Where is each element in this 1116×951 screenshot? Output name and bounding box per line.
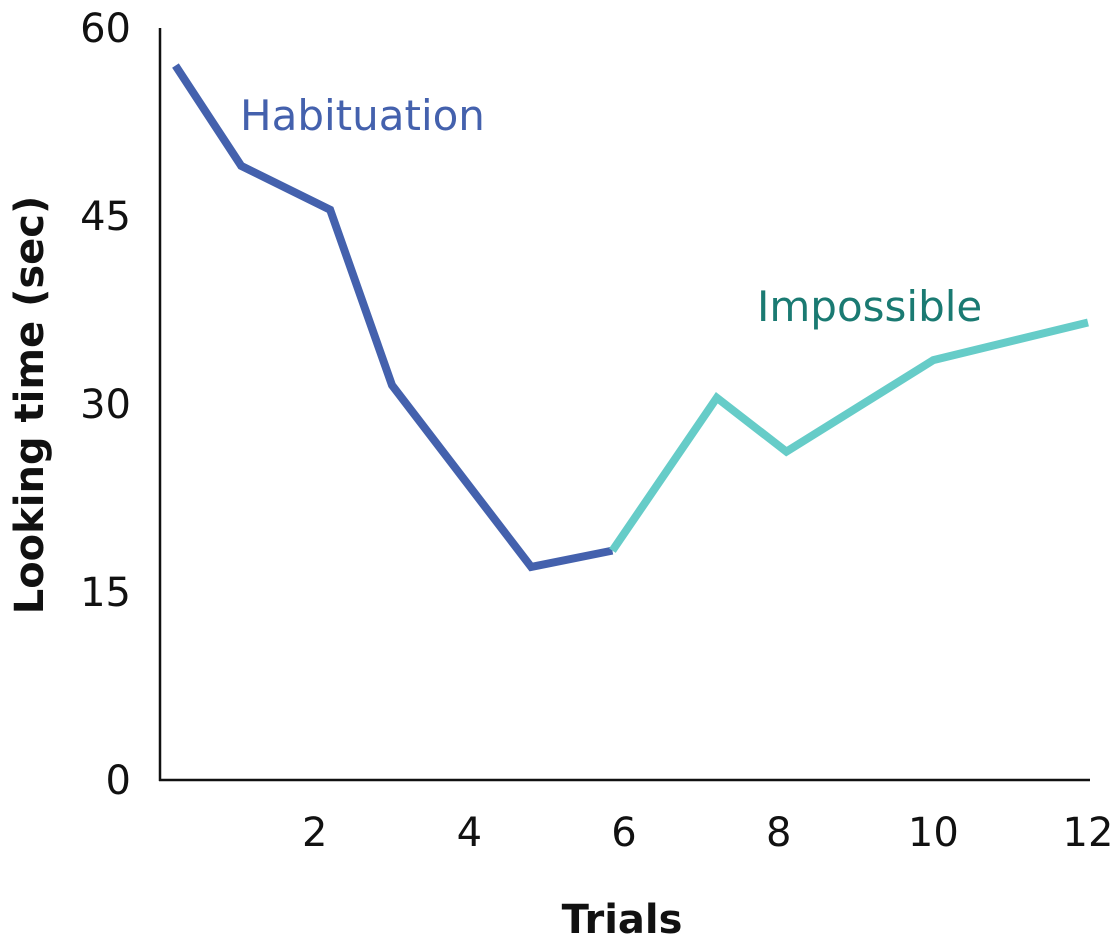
axes bbox=[158, 28, 1090, 782]
y-tick-label-15: 15 bbox=[80, 570, 131, 616]
x-tick-label-8: 8 bbox=[766, 810, 791, 856]
series-line-habituation bbox=[172, 63, 614, 572]
x-tick-label-6: 6 bbox=[611, 810, 636, 856]
y-tick-label-0: 0 bbox=[106, 758, 131, 804]
y-tick-label-45: 45 bbox=[80, 194, 131, 240]
series-label-habituation: Habituation bbox=[240, 91, 485, 140]
x-tick-label-10: 10 bbox=[908, 810, 959, 856]
x-tick-label-4: 4 bbox=[457, 810, 482, 856]
series-lines bbox=[172, 63, 1089, 572]
y-tick-label-30: 30 bbox=[80, 382, 131, 428]
series-label-impossible: Impossible bbox=[757, 282, 982, 331]
y-tick-label-60: 60 bbox=[80, 6, 131, 52]
x-tick-labels: 2 4 6 8 10 12 bbox=[302, 810, 1114, 856]
x-axis-title: Trials bbox=[562, 897, 683, 943]
x-tick-label-2: 2 bbox=[302, 810, 327, 856]
series-labels: Habituation Impossible bbox=[240, 91, 982, 331]
series-line-impossible bbox=[609, 318, 1089, 553]
x-tick-label-12: 12 bbox=[1063, 810, 1114, 856]
y-axis-title: Looking time (sec) bbox=[7, 196, 53, 615]
y-tick-labels: 0 15 30 45 60 bbox=[80, 6, 131, 804]
